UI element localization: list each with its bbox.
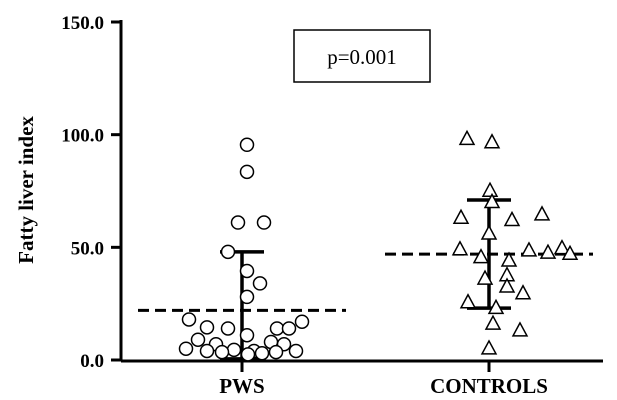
data-point-circle bbox=[178, 341, 194, 356]
x-category-label: CONTROLS bbox=[430, 374, 548, 398]
data-point-triangle bbox=[483, 192, 501, 209]
data-point-circle bbox=[239, 263, 255, 279]
data-point-circle bbox=[294, 314, 310, 329]
data-point-circle bbox=[199, 343, 215, 359]
data-point-triangle bbox=[472, 248, 490, 264]
data-point-triangle bbox=[500, 251, 518, 267]
data-point-triangle bbox=[503, 210, 521, 227]
y-tick-label: 50.0 bbox=[71, 238, 104, 259]
data-point-circle bbox=[288, 343, 304, 359]
data-point-circle bbox=[181, 312, 197, 327]
data-point-triangle bbox=[480, 339, 498, 355]
data-point-circle bbox=[268, 344, 284, 360]
data-point-triangle bbox=[459, 293, 477, 309]
data-point-triangle bbox=[452, 208, 470, 224]
data-point-triangle bbox=[520, 241, 538, 257]
y-tick-label: 0.0 bbox=[80, 351, 104, 372]
data-point-circle bbox=[281, 321, 297, 336]
data-point-circle bbox=[199, 320, 215, 335]
data-point-triangle bbox=[483, 133, 501, 149]
data-point-circle bbox=[252, 276, 268, 291]
y-tick-label: 150.0 bbox=[61, 13, 104, 34]
data-point-triangle bbox=[553, 239, 571, 255]
y-axis-label: Fatty liver index bbox=[14, 116, 38, 264]
data-point-circle bbox=[214, 344, 230, 360]
data-point-circle bbox=[220, 244, 236, 260]
data-point-circle bbox=[239, 327, 255, 343]
data-point-triangle bbox=[480, 224, 498, 240]
x-category-label: PWS bbox=[219, 374, 265, 398]
data-point-triangle bbox=[458, 129, 476, 146]
x-categories: PWS CONTROLS bbox=[219, 361, 548, 398]
data-point-circle bbox=[256, 215, 272, 230]
data-point-triangle bbox=[514, 284, 532, 300]
y-tick-label: 100.0 bbox=[61, 126, 104, 147]
data-point-triangle bbox=[498, 277, 516, 293]
data-point-triangle bbox=[451, 240, 469, 256]
data-point-triangle bbox=[484, 314, 502, 330]
p-value-box bbox=[293, 29, 431, 83]
data-point-triangle bbox=[533, 205, 551, 221]
data-point-triangle bbox=[539, 243, 557, 259]
axes bbox=[119, 20, 603, 363]
data-point-circle bbox=[220, 321, 236, 336]
data-point-triangle bbox=[561, 244, 579, 261]
data-point-circle bbox=[239, 164, 255, 180]
data-point-circle bbox=[239, 137, 255, 153]
data-point-circle bbox=[190, 332, 206, 347]
data-point-circle bbox=[230, 215, 246, 230]
p-value-annotation: p=0.001 bbox=[293, 29, 431, 83]
data-point-triangle bbox=[487, 298, 505, 315]
data-point-triangle bbox=[511, 321, 529, 337]
series-layer bbox=[138, 129, 593, 362]
data-point-circle bbox=[239, 289, 255, 305]
data-point-triangle bbox=[481, 181, 499, 197]
data-point-circle bbox=[226, 342, 242, 358]
p-value-text: p=0.001 bbox=[327, 45, 397, 69]
data-point-circle bbox=[254, 345, 270, 361]
series-controls bbox=[385, 129, 593, 355]
data-point-triangle bbox=[476, 269, 494, 285]
data-point-circle bbox=[240, 347, 256, 362]
data-point-circle bbox=[269, 321, 285, 336]
y-ticks: 0.0 50.0 100.0 150.0 bbox=[61, 13, 121, 372]
series-pws bbox=[138, 137, 346, 362]
